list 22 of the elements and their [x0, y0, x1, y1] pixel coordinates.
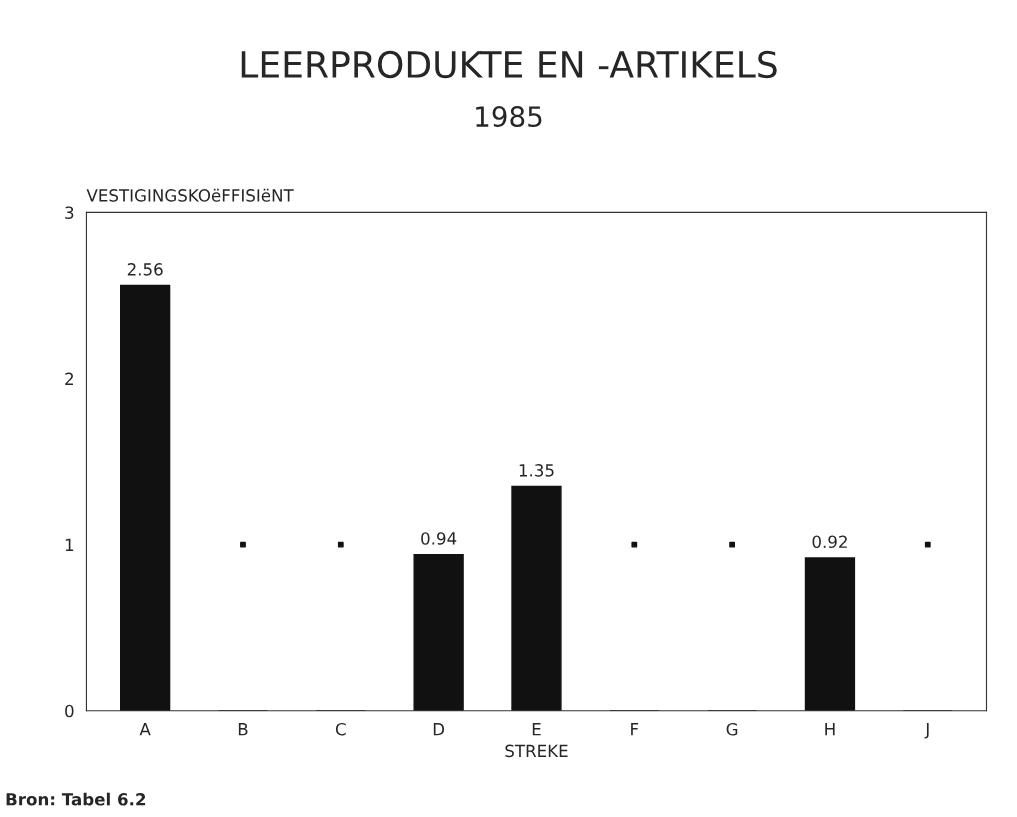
x-tick-label: F: [631, 723, 639, 736]
text: Bron: Tabel 6.2: [6, 792, 146, 806]
x-axis-title: STREKE: [505, 744, 568, 758]
data-label: 1.35: [519, 464, 554, 477]
y-tick-label: 3: [65, 206, 74, 219]
x-tick-label: J: [924, 723, 929, 739]
x-tick-label: D: [433, 723, 445, 736]
chart-subtitle: 1985: [476, 106, 542, 128]
x-tick-label: G: [726, 722, 738, 736]
y-tick-label: 1: [65, 538, 74, 551]
x-tick-label: C: [335, 722, 346, 736]
chart-title: LEERPRODUKTE EN -ARTIKELS: [241, 50, 777, 79]
data-label: 0.94: [421, 532, 457, 545]
y-axis-title: VESTIGINGSKOëFFISIëNT: [86, 188, 294, 202]
x-tick-label: H: [825, 723, 835, 736]
x-tick-label: E: [532, 723, 541, 736]
data-label: 0.92: [812, 535, 847, 549]
x-tick-label: A: [139, 723, 151, 736]
y-tick-label: 2: [65, 372, 73, 385]
x-tick-label: B: [238, 723, 248, 736]
y-tick-label: 0: [65, 704, 74, 718]
data-label: 2.56: [127, 263, 163, 276]
